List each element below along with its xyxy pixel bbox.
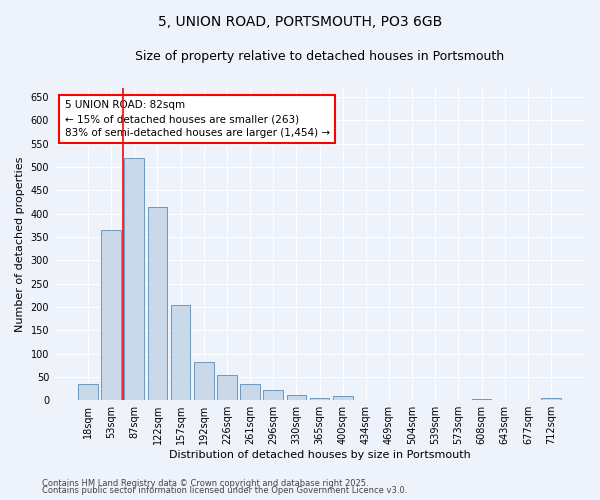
Bar [124,158,144,400]
Bar [194,362,214,400]
Bar [148,206,167,400]
Bar [287,394,306,400]
Text: Contains HM Land Registry data © Crown copyright and database right 2025.: Contains HM Land Registry data © Crown c… [42,478,368,488]
Bar [310,398,329,400]
Bar [101,230,121,400]
Bar [78,384,98,400]
Bar [263,390,283,400]
Text: 5 UNION ROAD: 82sqm
← 15% of detached houses are smaller (263)
83% of semi-detac: 5 UNION ROAD: 82sqm ← 15% of detached ho… [65,100,330,138]
Y-axis label: Number of detached properties: Number of detached properties [15,156,25,332]
Bar [240,384,260,400]
Title: Size of property relative to detached houses in Portsmouth: Size of property relative to detached ho… [135,50,504,63]
Bar [217,374,237,400]
Bar [171,304,190,400]
Text: 5, UNION ROAD, PORTSMOUTH, PO3 6GB: 5, UNION ROAD, PORTSMOUTH, PO3 6GB [158,15,442,29]
X-axis label: Distribution of detached houses by size in Portsmouth: Distribution of detached houses by size … [169,450,470,460]
Bar [472,399,491,400]
Bar [333,396,353,400]
Bar [541,398,561,400]
Text: Contains public sector information licensed under the Open Government Licence v3: Contains public sector information licen… [42,486,407,495]
